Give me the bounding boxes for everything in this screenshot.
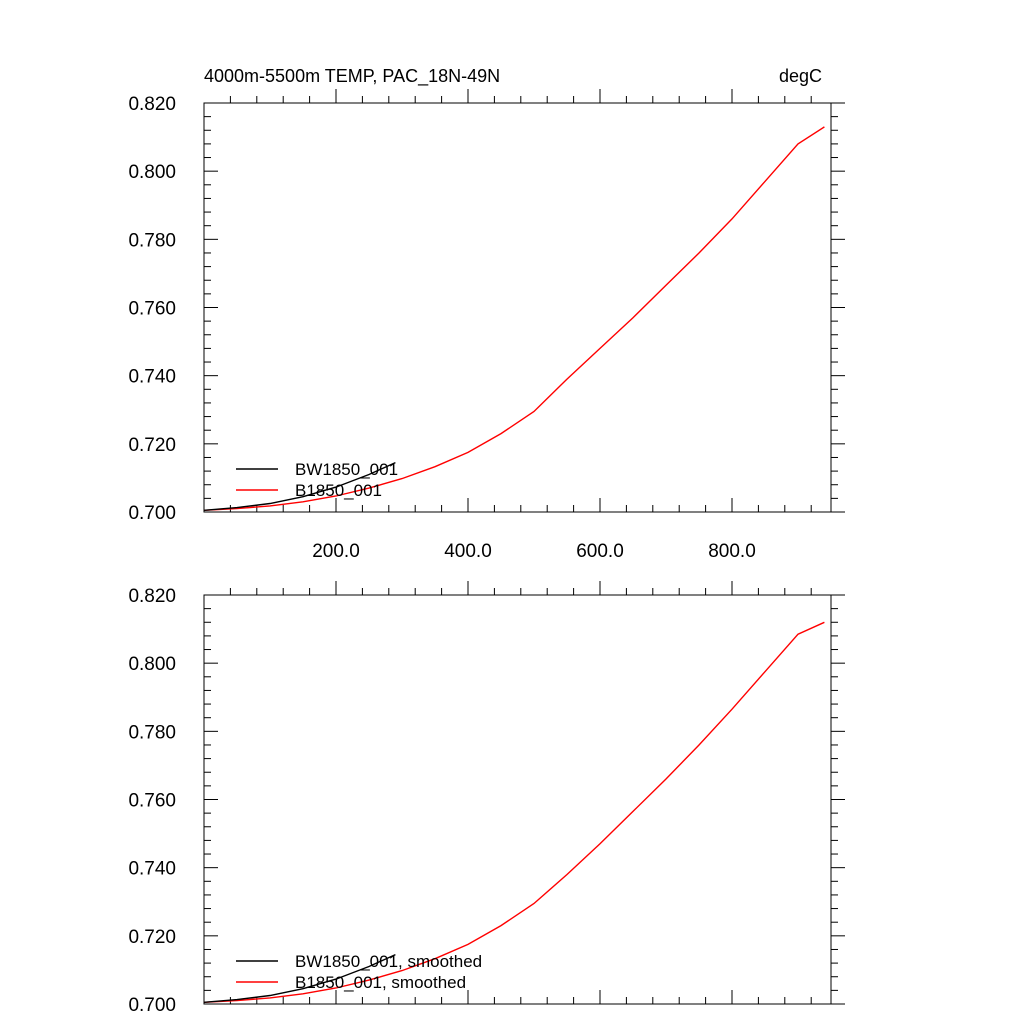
top-legend: BW1850_001 B1850_001 [236, 460, 398, 500]
y-tick-label: 0.800 [128, 162, 176, 183]
top-legend-label-bw1850: BW1850_001 [295, 460, 398, 479]
bottom-panel: 0.700 0.720 0.740 0.760 0.780 0.800 0.820 BW18… [128, 581, 845, 1016]
series-line-bw1850 [203, 953, 396, 1003]
bottom-axis-ticks [204, 581, 845, 1005]
y-tick-label: 0.760 [128, 791, 176, 812]
series-line-b1850 [203, 621, 825, 1003]
series-line-b1850 [203, 126, 825, 511]
y-tick-label: 0.760 [128, 299, 176, 320]
y-tick-label: 0.780 [128, 230, 176, 251]
bottom-legend-label-bw1850: BW1850_001, smoothed [295, 952, 482, 971]
y-tick-label: 0.720 [128, 435, 176, 456]
bottom-legend-label-b1850: B1850_001, smoothed [295, 973, 466, 992]
top-panel: 4000m-5500m TEMP, PAC_18N-49N degC 0.700… [128, 66, 845, 562]
x-tick-label: 600.0 [576, 541, 624, 562]
bottom-series-lines [203, 621, 825, 1003]
top-plot-title: 4000m-5500m TEMP, PAC_18N-49N [204, 66, 500, 87]
y-tick-label: 0.720 [128, 927, 176, 948]
series-line-bw1850 [203, 461, 396, 511]
top-plot-frame [203, 102, 832, 513]
y-tick-label: 0.820 [128, 586, 176, 607]
y-tick-label: 0.700 [128, 995, 176, 1016]
y-tick-label: 0.820 [128, 94, 176, 115]
y-tick-label: 0.780 [128, 722, 176, 743]
y-tick-label: 0.800 [128, 654, 176, 675]
top-axis-ticks [204, 89, 845, 513]
top-series-lines [203, 126, 825, 511]
x-tick-label: 400.0 [444, 541, 492, 562]
bottom-y-tick-labels: 0.700 0.720 0.740 0.760 0.780 0.800 0.820 [128, 586, 176, 1016]
bottom-plot-frame [203, 594, 832, 1005]
bottom-legend: BW1850_001, smoothed B1850_001, smoothed [236, 952, 482, 992]
top-legend-label-b1850: B1850_001 [295, 481, 382, 500]
x-tick-label: 800.0 [708, 541, 756, 562]
top-plot-units: degC [779, 66, 822, 86]
y-tick-label: 0.700 [128, 503, 176, 524]
top-x-tick-labels: 200.0 400.0 600.0 800.0 [312, 541, 756, 562]
x-tick-label: 200.0 [312, 541, 360, 562]
top-y-tick-labels: 0.700 0.720 0.740 0.760 0.780 0.800 0.820 [128, 94, 176, 524]
y-tick-label: 0.740 [128, 367, 176, 388]
y-tick-label: 0.740 [128, 859, 176, 880]
